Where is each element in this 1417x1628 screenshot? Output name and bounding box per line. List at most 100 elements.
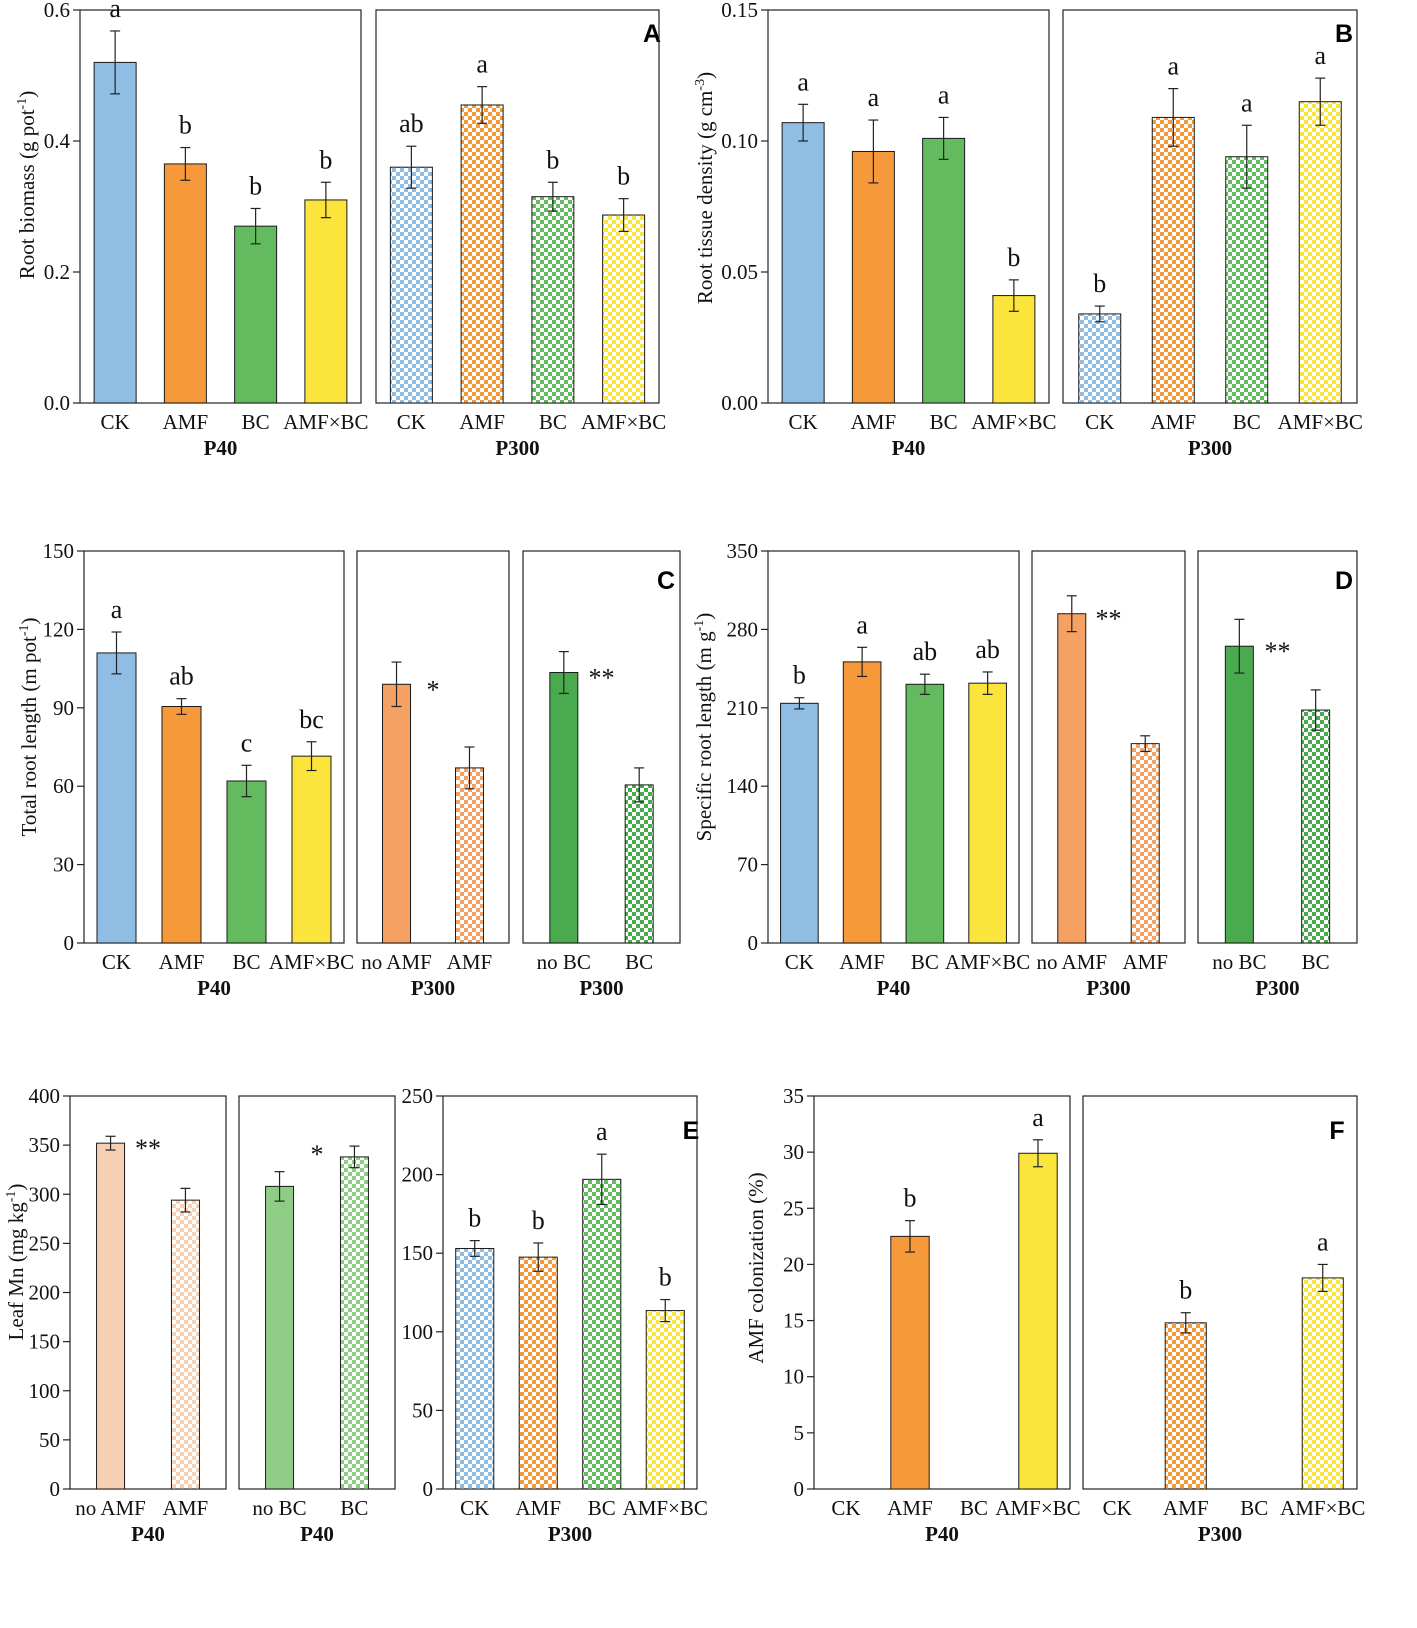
x-group-label: P300	[548, 1522, 592, 1546]
subplot-d-1: 0 70 140 210 280 350 b CK a AMF ab BC ab AMF×BC P40	[727, 539, 1031, 1000]
subplot-d-3: no BC BC ** P300	[1197, 550, 1358, 1000]
x-group-label: P300	[411, 976, 455, 1000]
significance-letter: a	[1167, 52, 1179, 81]
x-category-label: no BC	[1212, 950, 1266, 974]
x-category-label: AMF	[163, 1496, 209, 1520]
x-group-label: P300	[1255, 976, 1299, 1000]
bar	[1078, 313, 1122, 404]
x-category-label: BC	[588, 1496, 616, 1520]
y-tick-label: 90	[53, 696, 74, 720]
significance-letter: ab	[913, 637, 938, 666]
x-category-label: AMF	[159, 950, 205, 974]
x-category-label: CK	[460, 1496, 489, 1520]
bar	[624, 784, 654, 944]
significance-letter: b	[1179, 1276, 1192, 1305]
x-category-label: CK	[1103, 1496, 1132, 1520]
y-axis-label-sup: -3	[693, 79, 708, 91]
y-tick-label: 150	[43, 539, 75, 563]
x-group-label: P40	[877, 976, 911, 1000]
x-category-label: AMF	[459, 410, 505, 434]
significance-letter: a	[1314, 41, 1326, 70]
significance-star: *	[311, 1140, 324, 1169]
significance-letter: b	[904, 1184, 917, 1213]
panel-e: Leaf Mn (mg kg-1) E 0 50 100 150 200 250 300 350 4…	[4, 1084, 708, 1546]
panel-a: Root biomass (g pot-1) A 0.0 0.2 0.4 0.6 a CK b A…	[15, 0, 666, 460]
y-tick-label: 100	[29, 1379, 61, 1403]
x-group-label: P300	[1188, 436, 1232, 460]
bar	[460, 104, 504, 404]
y-tick-label: 20	[783, 1252, 804, 1276]
significance-star: **	[135, 1134, 161, 1163]
significance-letter: b	[1007, 243, 1020, 272]
subplot-c-3: no BC BC ** P300	[522, 550, 681, 1000]
significance-letter: a	[797, 67, 809, 96]
x-category-label: CK	[397, 410, 426, 434]
x-category-label: BC	[232, 950, 260, 974]
significance-letter: a	[938, 80, 950, 109]
bar	[1018, 1152, 1058, 1490]
bar	[645, 1310, 685, 1490]
bar	[531, 196, 575, 404]
x-group-label: P40	[204, 436, 238, 460]
y-tick-label: 200	[29, 1281, 61, 1305]
y-tick-label: 35	[783, 1084, 804, 1108]
bar	[304, 199, 348, 404]
x-category-label: AMF	[887, 1496, 933, 1520]
x-category-label: BC	[625, 950, 653, 974]
y-tick-label: 70	[737, 853, 758, 877]
significance-letter: b	[793, 661, 806, 690]
subplot-f-2: CK b AMF BC a AMF×BC P300	[1082, 1095, 1365, 1546]
y-tick-label: 0	[64, 931, 75, 955]
plot-frame	[1197, 550, 1358, 944]
y-tick-label: 140	[727, 774, 759, 798]
x-category-label: BC	[1240, 1496, 1268, 1520]
y-tick-label: 60	[53, 774, 74, 798]
subplot-a-2: ab CK a AMF b BC b AMF×BC P300	[375, 9, 666, 460]
y-tick-label: 0.2	[44, 260, 70, 284]
plot-frame	[522, 550, 681, 944]
significance-letter: a	[868, 83, 880, 112]
significance-letter: a	[856, 610, 868, 639]
y-axis-label: Leaf Mn (mg kg-1)	[4, 1184, 28, 1341]
plot-frame	[79, 9, 362, 404]
y-axis-label: Root tissue density (g cm-3)	[693, 72, 717, 304]
plot-frame	[1031, 550, 1186, 944]
significance-letter: c	[241, 728, 253, 757]
y-axis-label: Specific root length (m g-1)	[692, 613, 716, 842]
significance-letter: b	[546, 145, 559, 174]
bar	[1301, 709, 1331, 944]
y-tick-label: 280	[727, 617, 759, 641]
y-axis-label-end: )	[17, 617, 41, 624]
x-category-label: AMF	[515, 1496, 561, 1520]
y-tick-label: 210	[727, 696, 759, 720]
significance-letter: a	[476, 50, 488, 79]
significance-letter: b	[659, 1263, 672, 1292]
panel-letter: E	[683, 1117, 700, 1145]
x-group-label: P40	[300, 1522, 334, 1546]
bar	[518, 1256, 558, 1490]
panel-letter: B	[1335, 20, 1353, 48]
y-tick-label: 200	[402, 1163, 434, 1187]
x-category-label: BC	[930, 410, 958, 434]
y-tick-label: 350	[29, 1133, 61, 1157]
bar	[382, 683, 412, 944]
x-category-label: CK	[789, 410, 818, 434]
x-category-label: BC	[1233, 410, 1261, 434]
y-tick-label: 250	[29, 1231, 61, 1255]
x-category-label: AMF×BC	[945, 950, 1030, 974]
significance-letter: b	[249, 171, 262, 200]
significance-letter: ab	[975, 635, 1000, 664]
panel-c: Total root length (m pot-1) C 0 30 60 90 120 15…	[17, 539, 681, 1000]
significance-letter: b	[532, 1206, 545, 1235]
y-axis-label-end: )	[693, 72, 717, 79]
bar	[389, 166, 433, 404]
significance-letter: ab	[399, 109, 424, 138]
subplot-d-2: no AMF AMF ** P300	[1031, 550, 1186, 1000]
x-category-label: CK	[785, 950, 814, 974]
y-tick-label: 0	[748, 931, 759, 955]
subplot-e-1: 0 50 100 150 200 250 300 350 400 no AMF AMF ** P40	[29, 1084, 227, 1546]
y-tick-label: 400	[29, 1084, 61, 1108]
x-category-label: BC	[1302, 950, 1330, 974]
significance-letter: a	[596, 1117, 608, 1146]
x-category-label: AMF×BC	[581, 410, 666, 434]
